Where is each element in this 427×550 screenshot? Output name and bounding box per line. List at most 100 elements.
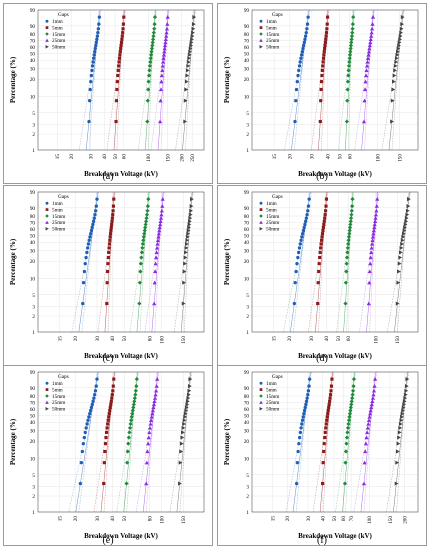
data-point: [108, 408, 112, 413]
x-tick-label: 30: [95, 516, 101, 522]
data-point: [145, 119, 150, 124]
data-point: [102, 461, 106, 465]
data-point: [149, 49, 154, 54]
y-axis-label: Percentage (%): [223, 418, 231, 465]
data-point: [184, 79, 189, 84]
data-point: [124, 481, 129, 486]
data-point: [164, 34, 169, 38]
data-point: [371, 228, 376, 233]
data-point: [178, 481, 182, 486]
data-point: [397, 261, 402, 266]
data-point: [320, 232, 325, 236]
y-tick-label: 10: [30, 456, 36, 462]
chart-panel-f: 1 2 3 5 10 20 30 40 50 60 70 80 90 99 15 20 30 40 50 60 70 10…: [217, 365, 427, 546]
data-point: [139, 250, 144, 255]
data-point: [367, 280, 372, 285]
x-tick-label: 200: [402, 516, 408, 524]
data-point: [345, 245, 350, 251]
data-point: [154, 383, 159, 388]
data-point: [112, 377, 116, 381]
data-point: [370, 399, 375, 404]
data-point: [115, 87, 119, 92]
data-point: [328, 396, 332, 400]
data-point: [368, 411, 373, 416]
x-tick-label: 30: [95, 336, 101, 342]
data-point: [365, 56, 371, 60]
data-point: [346, 63, 352, 69]
x-axis-label: Breakdown Voltage (kV): [298, 532, 372, 540]
legend-marker: [259, 388, 263, 391]
data-point: [396, 49, 400, 54]
data-point: [149, 414, 154, 419]
y-tick-label: 10: [244, 276, 250, 282]
legend-marker: [45, 227, 49, 231]
caption-c: (c): [102, 353, 114, 364]
confidence-bound-upper: [318, 191, 327, 333]
data-point: [298, 242, 302, 246]
x-tick-label: 60: [341, 516, 347, 522]
data-point: [150, 40, 155, 45]
y-tick-label: 40: [244, 58, 250, 64]
data-point: [118, 50, 122, 54]
confidence-bound-upper: [322, 371, 332, 513]
data-point: [107, 250, 111, 254]
data-point: [95, 34, 100, 38]
y-tick-label: 40: [244, 240, 250, 246]
y-tick-label: 30: [30, 428, 36, 434]
data-point: [87, 238, 91, 242]
data-point: [87, 99, 92, 103]
data-point: [404, 219, 409, 224]
data-point: [348, 43, 354, 48]
data-point: [147, 425, 153, 430]
legend-entry: 1mm: [266, 19, 277, 25]
legend-entry: 15mm: [266, 32, 279, 38]
x-tick-label: 15: [55, 154, 61, 160]
data-point: [91, 399, 95, 404]
data-point: [155, 241, 160, 246]
y-tick-label: 1: [246, 148, 249, 154]
data-point: [321, 481, 325, 486]
confidence-bound-upper: [146, 371, 158, 513]
data-point: [185, 73, 190, 78]
data-point: [139, 255, 144, 260]
data-point: [323, 46, 327, 51]
data-point: [162, 43, 168, 48]
data-point: [81, 301, 85, 306]
data-point: [398, 255, 403, 260]
y-tick-label: 80: [30, 32, 36, 38]
data-point: [369, 405, 374, 410]
y-tick-label: 3: [246, 123, 249, 129]
y-tick-label: 90: [244, 24, 250, 30]
data-point: [106, 262, 110, 266]
y-tick-label: 3: [32, 485, 35, 491]
legend-marker: [45, 394, 49, 398]
data-point: [398, 37, 402, 42]
y-tick-label: 60: [244, 45, 250, 51]
data-point: [107, 242, 112, 246]
data-point: [106, 418, 110, 422]
data-point: [132, 396, 137, 401]
confidence-bound-lower: [387, 191, 411, 333]
confidence-bound-upper: [183, 191, 192, 333]
legend-entry: 25mm: [52, 400, 65, 406]
data-point: [324, 209, 328, 213]
legend-entry: 50mm: [266, 45, 279, 51]
data-point: [297, 246, 302, 250]
x-axis-label: Breakdown Voltage (kV): [298, 170, 372, 178]
data-point: [398, 425, 403, 431]
data-point: [343, 280, 348, 285]
data-point: [110, 393, 114, 397]
data-point: [300, 422, 304, 426]
x-tick-label: 50: [113, 154, 119, 160]
y-tick-label: 5: [246, 293, 249, 299]
y-tick-label: 3: [246, 305, 249, 311]
data-point: [323, 43, 327, 48]
data-point: [344, 435, 350, 440]
data-point: [303, 405, 307, 410]
data-point: [370, 396, 376, 400]
data-point: [92, 216, 96, 220]
data-point: [322, 50, 326, 54]
data-point: [97, 22, 101, 26]
data-point: [181, 301, 186, 306]
data-point: [145, 449, 150, 454]
